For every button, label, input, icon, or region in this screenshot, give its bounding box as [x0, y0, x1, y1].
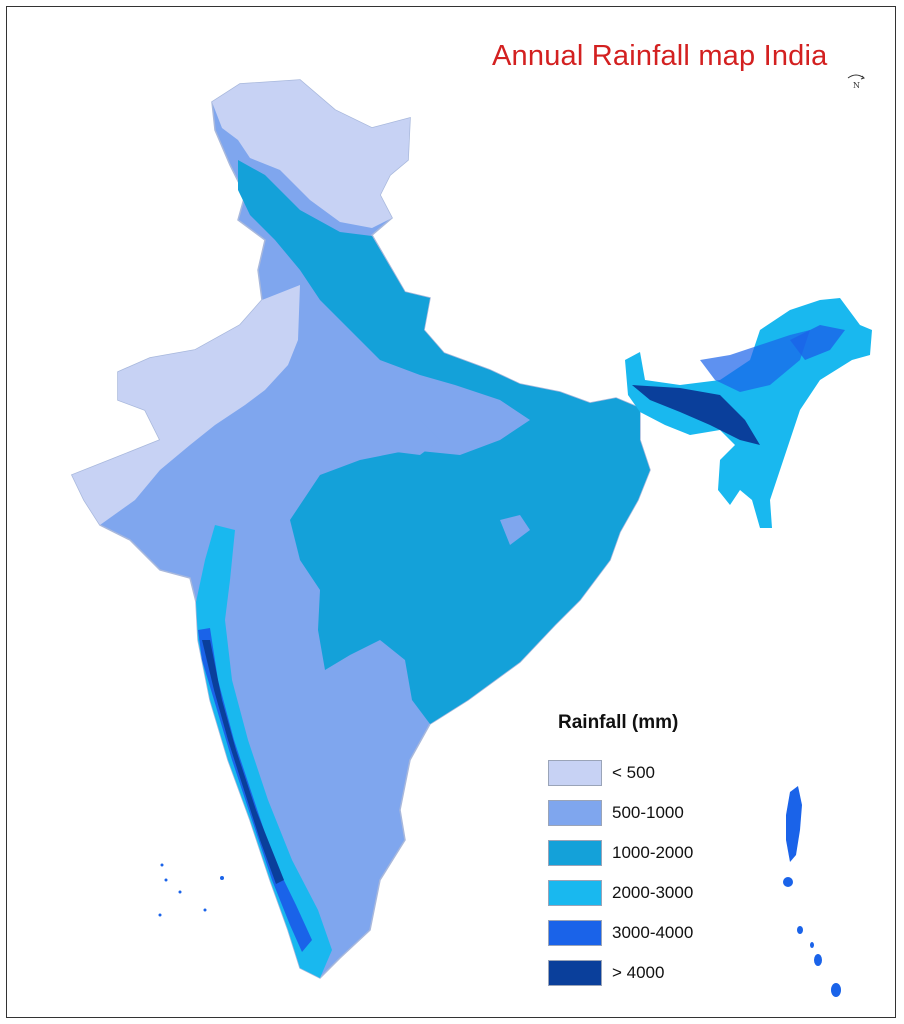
legend-swatch: [548, 880, 602, 906]
legend-item: 3000-4000: [546, 920, 746, 948]
legend-swatch: [548, 800, 602, 826]
legend-label: > 4000: [612, 963, 665, 982]
north-arrow-icon: N: [845, 72, 867, 92]
legend-label: < 500: [612, 763, 656, 782]
region-western-ghats-extreme: [202, 640, 284, 884]
region-west-arid: [72, 285, 300, 525]
island-lk-5: [158, 913, 162, 917]
island-2: [797, 926, 803, 934]
island-lk-1: [160, 863, 164, 867]
island-1: [783, 877, 793, 887]
region-north-arid: [212, 80, 410, 228]
region-northeast-band: [700, 330, 810, 392]
legend-item: 1000-2000: [546, 840, 746, 868]
legend-label: 500-1000: [612, 803, 684, 822]
legend-item: > 4000: [546, 960, 746, 988]
legend-item: < 500: [546, 760, 746, 788]
region-central-patch: [340, 410, 440, 455]
north-label: N: [853, 81, 860, 90]
legend-label: 1000-2000: [612, 843, 694, 862]
region-northeast-patch: [790, 325, 845, 360]
legend-title: Rainfall (mm): [558, 712, 679, 733]
legend-swatch: [548, 840, 602, 866]
island-lk-3: [178, 890, 182, 894]
legend-item: 2000-3000: [546, 880, 746, 908]
legend-item: 500-1000: [546, 800, 746, 828]
region-andaman-islands: [786, 786, 802, 862]
map-border: [6, 6, 896, 1018]
legend: Rainfall (mm) < 500 500-1000 1000-2000 2…: [546, 712, 746, 1002]
island-4: [831, 983, 841, 997]
island-lk-6: [220, 876, 224, 880]
island-lk-4: [203, 908, 207, 912]
legend-swatch: [548, 760, 602, 786]
map-title: Annual Rainfall map India: [492, 40, 828, 72]
legend-swatch: [548, 960, 602, 986]
region-western-ghats-strip: [196, 525, 332, 978]
legend-swatch: [548, 920, 602, 946]
island-3: [814, 954, 822, 966]
legend-label: 2000-3000: [612, 883, 694, 902]
region-northeast-heavy: [632, 385, 760, 445]
island-5: [810, 942, 814, 948]
legend-label: 3000-4000: [612, 923, 694, 942]
region-himalayan-band: [238, 160, 650, 724]
island-lk-2: [164, 878, 168, 882]
region-central-patch-2: [500, 515, 530, 545]
